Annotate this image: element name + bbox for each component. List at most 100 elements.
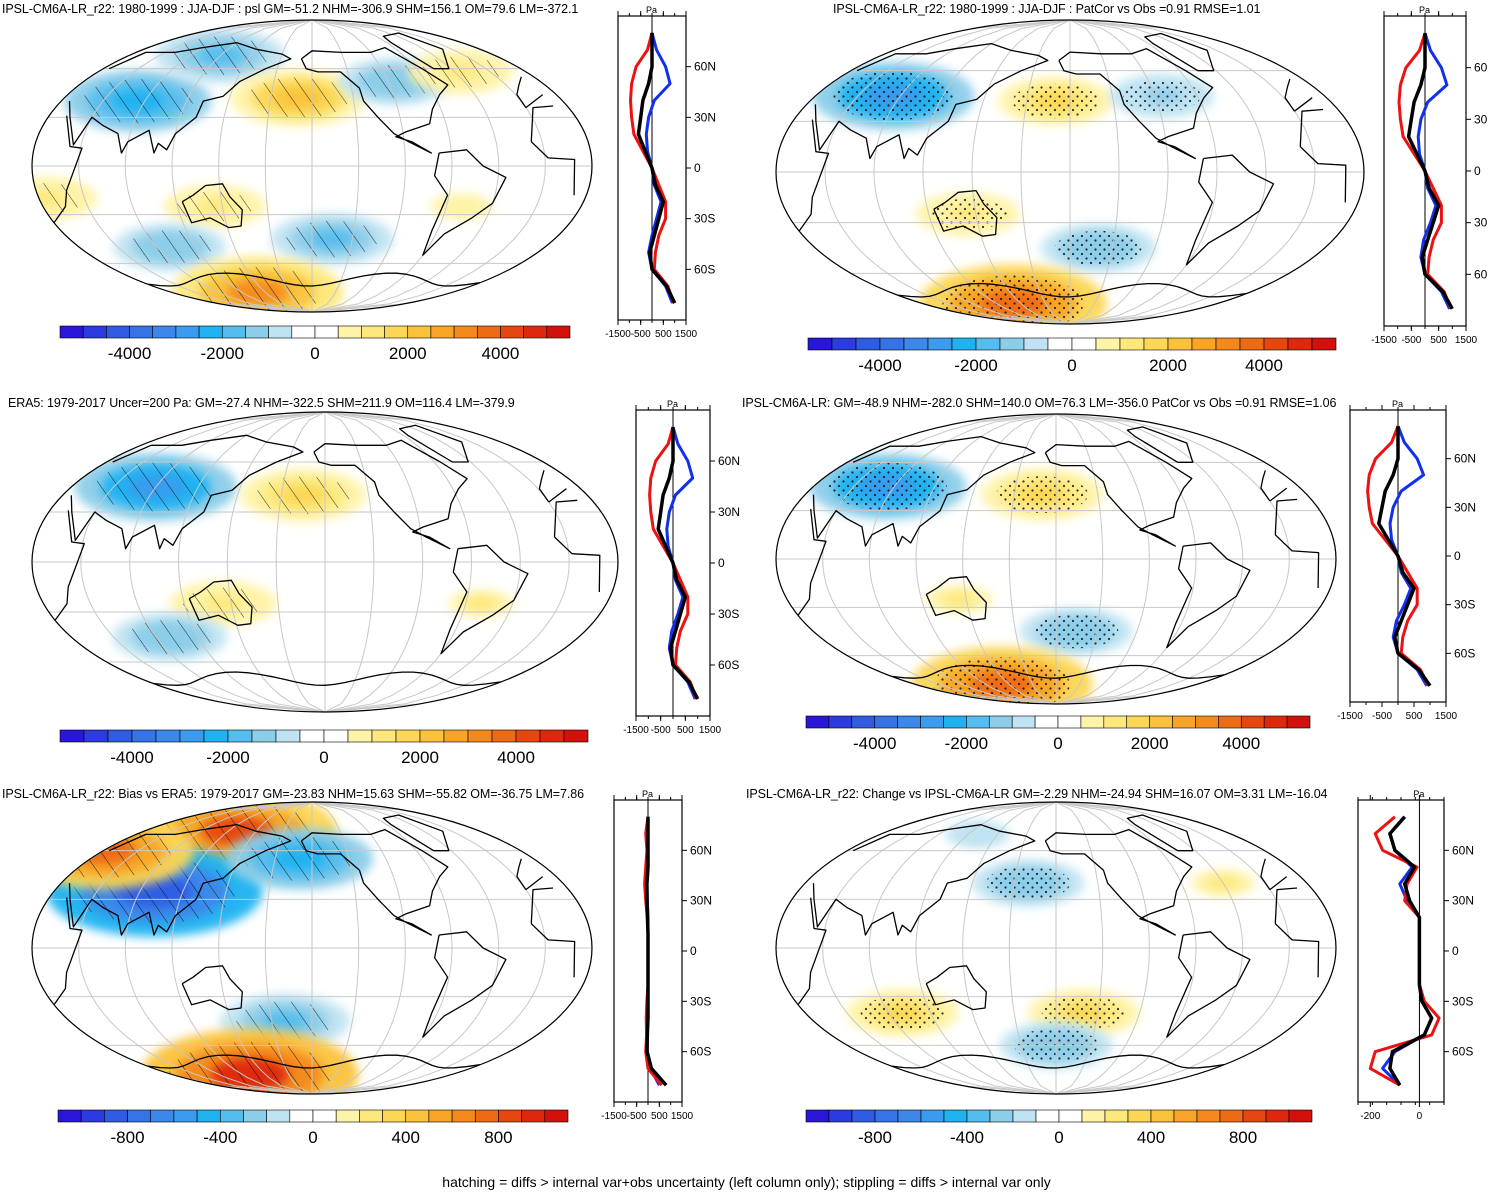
colorbar-label: -2000 [954, 356, 997, 375]
panel-4-profile: Pa 60N 30N 0 30S 60S -1500 -500 500 1500 [1337, 399, 1476, 722]
colorbar-swatch [805, 715, 830, 729]
colorbar-swatch [129, 325, 154, 339]
colorbar-swatch [382, 1109, 407, 1123]
colorbar-swatch [943, 1109, 968, 1123]
colorbar-label: -400 [203, 1128, 237, 1147]
x-tick-label: -200 [1360, 1111, 1380, 1122]
colorbar-swatch [152, 325, 177, 339]
colorbar-label: 0 [1054, 1128, 1063, 1147]
x-tick-label: 0 [1417, 1111, 1423, 1122]
lat-label: 0 [1474, 164, 1481, 178]
continent-outline [188, 579, 253, 626]
colorbar-label: 2000 [1131, 734, 1169, 753]
lat-label: 30S [1452, 994, 1473, 1008]
colorbar-swatch [1172, 715, 1196, 729]
meridian-line [171, 20, 313, 312]
colorbar-swatch [179, 729, 205, 743]
colorbar-swatch [966, 715, 990, 729]
colorbar-swatch [1143, 337, 1169, 351]
colorbar-swatch [828, 715, 853, 729]
continent-outline [1044, 440, 1193, 547]
colorbar-label: 4000 [497, 748, 535, 767]
colorbar-swatch [150, 1109, 175, 1123]
meridian-line [80, 412, 326, 712]
meridian-line [1069, 20, 1267, 324]
antarctica-outline [891, 1054, 1225, 1069]
colorbar-label: 2000 [389, 344, 427, 363]
colorbar-swatch [1286, 715, 1311, 729]
continent-outline [1126, 426, 1194, 463]
colorbar-swatch [335, 1109, 360, 1123]
meridian-line [264, 20, 313, 312]
lat-label: 60S [690, 1045, 711, 1059]
x-tick-label: 500 [655, 329, 672, 340]
map-border [31, 19, 593, 313]
antarctica-outline [147, 272, 481, 287]
panel-5-profile: Pa 60N 30N 0 30S 60S -1500 -500 500 1500 [601, 789, 712, 1122]
colorbar-swatch [173, 1109, 198, 1123]
colorbar-swatch [515, 729, 541, 743]
colorbar-swatch [544, 1109, 569, 1123]
colorbar-label: -400 [950, 1128, 984, 1147]
lat-label: 30S [690, 994, 711, 1008]
lat-label: 30N [690, 894, 712, 908]
panel-1-profile: Pa 60N 30N 0 30S 60S -1500 -500 500 1500 [605, 5, 716, 340]
panel-3-profile: Pa 60N 30N 0 30S 60S -1500 -500 500 1500 [623, 399, 740, 736]
anomaly-australia [916, 192, 1020, 237]
colorbar-label: -2000 [201, 344, 244, 363]
meridian-line [1055, 414, 1244, 704]
colorbar-swatch [359, 1109, 383, 1123]
colorbar-swatch [1011, 715, 1036, 729]
meridian-line [1055, 802, 1197, 1094]
colorbar-swatch [1287, 337, 1313, 351]
meridian-line [124, 20, 313, 312]
continent-outline [181, 965, 243, 1011]
coastlines [53, 32, 576, 287]
continent-outline [933, 189, 998, 237]
colorbar-swatch [405, 1109, 430, 1123]
profile-line-diff [656, 427, 700, 700]
meridian-line [324, 412, 375, 712]
continent-outline [313, 439, 468, 550]
meridian-line [324, 412, 521, 712]
colorbar-swatch [104, 1109, 128, 1123]
colorbar-swatch [1023, 337, 1049, 351]
anomaly-south-pacific [1040, 223, 1156, 273]
footer-note: hatching = diffs > internal var+obs unce… [442, 1174, 1051, 1190]
continent-outline [1126, 814, 1194, 852]
meridian-line [1055, 414, 1104, 704]
meridian-line [311, 20, 500, 312]
colorbar-swatch [807, 337, 833, 351]
colorbar-swatch [943, 715, 967, 729]
colorbar-swatch [428, 1109, 453, 1123]
colorbar-swatch [874, 1109, 899, 1123]
antarctica-outline [152, 671, 501, 686]
anomaly-north-pacific [980, 468, 1104, 521]
colorbar-label: -4000 [110, 748, 153, 767]
colorbar-swatch [1219, 1109, 1244, 1123]
x-tick-label: 1500 [1455, 335, 1478, 346]
meridian-line [824, 20, 1071, 324]
antarctica-outline [147, 1054, 481, 1069]
meridian-line [915, 802, 1057, 1094]
colorbar-swatch [198, 325, 223, 339]
lat-label: 30N [1454, 500, 1476, 514]
colorbar-swatch [289, 1109, 314, 1123]
colorbar-swatch [1057, 715, 1082, 729]
panel-3-title: ERA5: 1979-2017 Uncer=200 Pa: GM=-27.4 N… [8, 396, 515, 410]
colorbar-label: 4000 [482, 344, 520, 363]
x-tick-label: 1500 [1435, 711, 1458, 722]
colorbar-swatch [855, 337, 881, 351]
continent-outline [1044, 828, 1193, 936]
meridian-line [1055, 414, 1197, 704]
colorbar-swatch [1195, 715, 1219, 729]
continent-outline [925, 576, 987, 621]
x-tick-label: -1500 [601, 1111, 627, 1122]
colorbar-swatch [219, 1109, 244, 1123]
anomaly-north-pacific [240, 468, 366, 522]
meridian-line [873, 20, 1071, 324]
meridian-line [311, 802, 406, 1094]
colorbar-swatch [275, 729, 301, 743]
colorbar-swatch [1218, 715, 1242, 729]
colorbar-swatch [523, 325, 548, 339]
